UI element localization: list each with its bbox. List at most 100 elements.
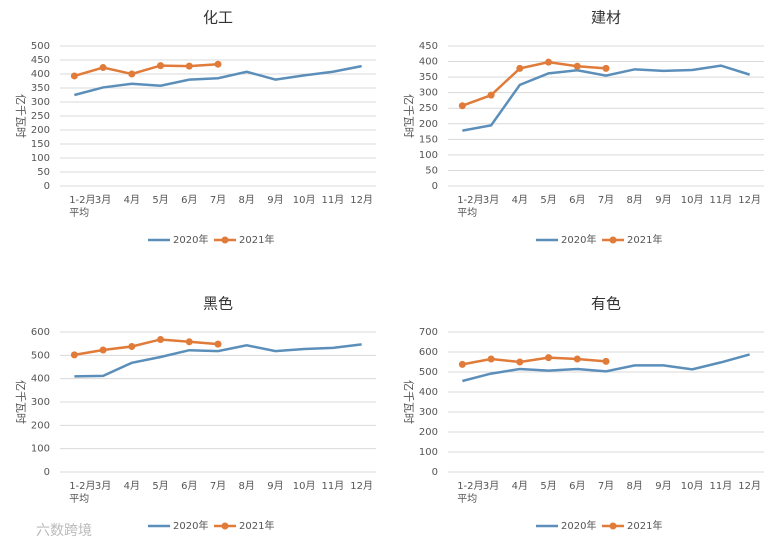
- x-tick-label: 1-2月 平均: [457, 195, 484, 219]
- x-tick-label: 7月: [597, 481, 615, 492]
- x-tick-label: 3月: [94, 481, 112, 492]
- line: [462, 64, 751, 132]
- x-tick-label: 9月: [655, 195, 672, 206]
- legend-label: 2021年: [627, 233, 662, 246]
- y-tick-label: 100: [31, 444, 50, 455]
- y-tick-label: 400: [31, 374, 50, 385]
- x-tick-label: 12月: [350, 481, 373, 492]
- x-tick-label: 3月: [94, 195, 112, 206]
- legend-label: 2021年: [239, 519, 274, 532]
- x-tick-label: 4月: [123, 481, 140, 492]
- legend-marker: [609, 522, 617, 530]
- point: [458, 360, 466, 368]
- x-tick-label: 12月: [350, 195, 373, 206]
- point: [157, 335, 165, 343]
- y-tick-label: 350: [31, 83, 50, 94]
- x-tick-label: 4月: [511, 481, 528, 492]
- y-tick-label: 50: [37, 167, 50, 178]
- point: [602, 357, 610, 365]
- y-tick-label: 500: [31, 350, 50, 361]
- legend-label: 2020年: [173, 519, 208, 532]
- point: [214, 340, 222, 348]
- x-tick-label: 11月: [321, 481, 345, 492]
- y-tick-label: 100: [419, 150, 438, 161]
- y-tick-label: 400: [419, 387, 438, 398]
- x-tick-label: 1-2月 平均: [69, 481, 96, 505]
- x-tick-label: 5月: [152, 195, 169, 206]
- y-axis-label: 亿千瓦时: [14, 380, 27, 424]
- y-tick-label: 0: [432, 467, 438, 478]
- point: [70, 72, 78, 80]
- legend-marker: [609, 236, 617, 244]
- point: [487, 355, 495, 363]
- point: [516, 358, 524, 366]
- x-tick-label: 11月: [321, 195, 345, 206]
- x-tick-label: 5月: [152, 481, 169, 492]
- x-tick-label: 10月: [680, 195, 704, 206]
- y-tick-label: 200: [419, 427, 438, 438]
- x-tick-label: 5月: [540, 481, 557, 492]
- line: [74, 343, 362, 378]
- chart-title: 有色: [591, 295, 621, 313]
- x-tick-label: 7月: [597, 195, 615, 206]
- y-tick-label: 400: [31, 69, 50, 80]
- y-tick-label: 400: [419, 57, 438, 68]
- y-tick-label: 600: [31, 327, 50, 338]
- point: [70, 351, 78, 359]
- x-tick-label: 3月: [482, 195, 500, 206]
- x-tick-label: 12月: [738, 195, 761, 206]
- y-axis-label: 亿千瓦时: [14, 94, 27, 138]
- point: [602, 64, 610, 72]
- y-axis-label: 亿千瓦时: [402, 380, 415, 424]
- y-tick-label: 150: [31, 139, 50, 150]
- point: [128, 342, 136, 350]
- point: [157, 62, 165, 70]
- x-tick-label: 11月: [709, 481, 733, 492]
- y-tick-label: 200: [419, 119, 438, 130]
- watermark: 六数跨境: [36, 523, 92, 539]
- x-tick-label: 7月: [209, 481, 227, 492]
- x-tick-label: 12月: [738, 481, 761, 492]
- x-tick-label: 8月: [626, 481, 643, 492]
- y-tick-label: 0: [44, 467, 50, 478]
- x-tick-label: 4月: [511, 195, 528, 206]
- x-tick-label: 3月: [482, 481, 500, 492]
- point: [99, 64, 107, 72]
- legend-marker: [221, 522, 229, 530]
- line: [462, 353, 750, 383]
- y-tick-label: 0: [432, 181, 438, 192]
- y-tick-label: 500: [419, 367, 438, 378]
- x-tick-label: 9月: [267, 195, 284, 206]
- x-tick-label: 6月: [181, 195, 198, 206]
- point: [99, 346, 107, 354]
- x-tick-label: 4月: [123, 195, 140, 206]
- x-tick-label: 11月: [709, 195, 733, 206]
- y-tick-label: 250: [31, 111, 50, 122]
- y-tick-label: 100: [419, 447, 438, 458]
- point: [185, 62, 193, 70]
- chart-title: 建材: [591, 9, 621, 27]
- chart-title: 黑色: [203, 295, 233, 313]
- point: [516, 64, 524, 72]
- y-tick-label: 350: [419, 72, 438, 83]
- y-tick-label: 300: [419, 407, 438, 418]
- y-tick-label: 200: [31, 125, 50, 136]
- x-tick-label: 10月: [292, 481, 316, 492]
- x-tick-label: 6月: [569, 481, 586, 492]
- y-tick-label: 0: [44, 181, 50, 192]
- y-tick-label: 300: [31, 97, 50, 108]
- x-tick-label: 6月: [181, 481, 198, 492]
- x-tick-label: 8月: [238, 481, 255, 492]
- x-tick-label: 7月: [209, 195, 227, 206]
- legend-label: 2021年: [627, 519, 662, 532]
- point: [214, 60, 222, 68]
- y-axis-label: 亿千瓦时: [402, 94, 415, 138]
- y-tick-label: 300: [419, 88, 438, 99]
- y-tick-label: 150: [419, 134, 438, 145]
- y-tick-label: 250: [419, 103, 438, 114]
- legend-label: 2020年: [173, 233, 208, 246]
- x-tick-label: 10月: [292, 195, 316, 206]
- point: [458, 102, 466, 110]
